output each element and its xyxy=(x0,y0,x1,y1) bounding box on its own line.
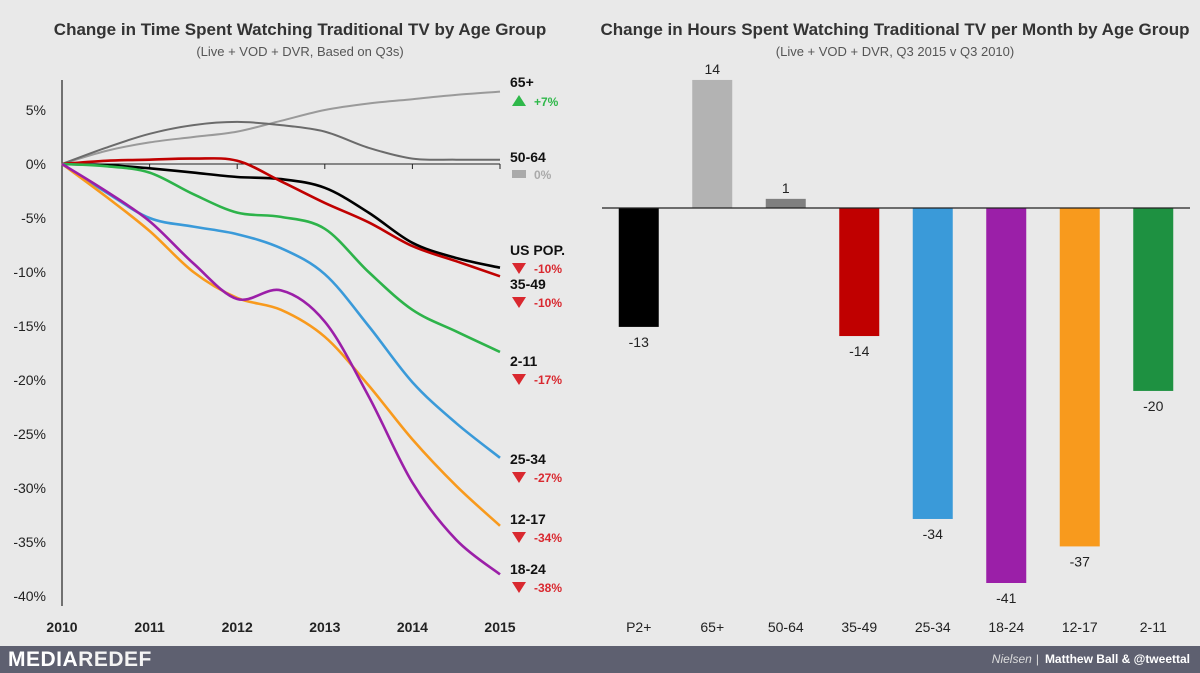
bar-35-49 xyxy=(839,208,880,337)
footer-attribution: Nielsen | Matthew Ball & @tweettal xyxy=(992,652,1190,666)
series-line-18-24 xyxy=(61,162,501,576)
line-chart-title: Change in Time Spent Watching Traditiona… xyxy=(53,20,547,39)
series-change-35-49: -10% xyxy=(534,296,562,310)
y-tick-label: -5% xyxy=(21,210,46,226)
bar-category-label-50-64: 50-64 xyxy=(768,619,804,635)
y-tick-label: 0% xyxy=(26,156,46,172)
series-change-12-17: -34% xyxy=(534,531,562,545)
bar-data-label-p2-: -13 xyxy=(629,334,649,350)
y-tick-label: -15% xyxy=(13,318,46,334)
series-line-us-pop- xyxy=(61,162,501,269)
series-change-65-: +7% xyxy=(534,95,559,109)
flat-square-icon xyxy=(512,170,526,178)
bar-p2- xyxy=(618,208,659,327)
series-label-12-17: 12-17 xyxy=(510,511,546,527)
down-arrow-icon xyxy=(512,582,526,593)
series-line-50-64 xyxy=(61,120,501,165)
series-line-65- xyxy=(61,90,501,165)
series-label-2-11: 2-11 xyxy=(510,353,537,369)
y-tick-label: -35% xyxy=(13,534,46,550)
x-tick-label: 2015 xyxy=(484,619,515,635)
brand-part-redef: REDEF xyxy=(78,648,152,671)
bar-data-label-50-64: 1 xyxy=(782,180,790,196)
x-tick-label: 2011 xyxy=(134,619,165,635)
series-label-35-49: 35-49 xyxy=(510,276,546,292)
bar-12-17 xyxy=(1059,208,1100,547)
bar-data-label-25-34: -34 xyxy=(923,526,943,542)
footer-bar: MEDIAREDEF Nielsen | Matthew Ball & @tweet… xyxy=(0,646,1200,673)
series-change-18-24: -38% xyxy=(534,581,562,595)
y-tick-label: -40% xyxy=(13,588,46,604)
bar-data-label-12-17: -37 xyxy=(1070,553,1090,569)
brand-logo: MEDIAREDEF xyxy=(8,648,152,672)
series-label-25-34: 25-34 xyxy=(510,451,546,467)
x-tick-label: 2010 xyxy=(46,619,77,635)
y-tick-label: -20% xyxy=(13,372,46,388)
series-line-12-17 xyxy=(61,162,501,527)
bar-category-label-p2-: P2+ xyxy=(626,619,651,635)
series-change-50-64: 0% xyxy=(534,168,552,182)
series-label-18-24: 18-24 xyxy=(510,561,546,577)
bar-category-label-35-49: 35-49 xyxy=(841,619,877,635)
bar-25-34 xyxy=(912,208,953,519)
series-line-35-49 xyxy=(61,157,501,278)
y-tick-label: -30% xyxy=(13,480,46,496)
bar-chart-title: Change in Hours Spent Watching Tradition… xyxy=(600,20,1190,39)
y-tick-label: -25% xyxy=(13,426,46,442)
down-arrow-icon xyxy=(512,297,526,308)
down-arrow-icon xyxy=(512,374,526,385)
bar-category-label-2-11: 2-11 xyxy=(1140,619,1167,635)
bar-65- xyxy=(692,79,733,208)
footer-separator: | xyxy=(1035,652,1039,666)
bar-category-label-65-: 65+ xyxy=(700,619,724,635)
bar-category-label-18-24: 18-24 xyxy=(988,619,1024,635)
x-tick-label: 2014 xyxy=(397,619,428,635)
line-chart: 5% 0% -5% -10% -15% -20% -25% -30% -35% -40%2010 2… xyxy=(13,74,565,635)
bar-data-label-18-24: -41 xyxy=(996,590,1016,606)
y-tick-label: 5% xyxy=(26,102,46,118)
bar-50-64 xyxy=(765,198,806,208)
footer-source: Nielsen xyxy=(991,652,1032,666)
bar-category-label-25-34: 25-34 xyxy=(915,619,951,635)
line-chart-subtitle: (Live + VOD + DVR, Based on Q3s) xyxy=(196,44,404,59)
x-tick-label: 2012 xyxy=(222,619,253,635)
series-label-us-pop-: US POP. xyxy=(510,242,565,258)
bar-data-label-65-: 14 xyxy=(704,61,720,77)
brand-part-media: MEDIA xyxy=(8,648,79,671)
bar-data-label-35-49: -14 xyxy=(849,343,869,359)
bar-chart: -13 P2+ 14 65+ 1 50-64 -14 35-49 -34 25-34 -41 18-2… xyxy=(602,61,1190,635)
down-arrow-icon xyxy=(512,263,526,274)
series-change-2-11: -17% xyxy=(534,373,562,387)
bar-category-label-12-17: 12-17 xyxy=(1062,619,1098,635)
footer-credit: Matthew Ball & @tweettal xyxy=(1044,652,1190,666)
bar-chart-subtitle: (Live + VOD + DVR, Q3 2015 v Q3 2010) xyxy=(775,44,1015,59)
down-arrow-icon xyxy=(512,472,526,483)
series-change-25-34: -27% xyxy=(534,471,562,485)
x-tick-label: 2013 xyxy=(309,619,340,635)
series-line-2-11 xyxy=(61,162,501,354)
series-change-us-pop-: -10% xyxy=(534,262,562,276)
up-arrow-icon xyxy=(512,95,526,106)
down-arrow-icon xyxy=(512,532,526,543)
bar-data-label-2-11: -20 xyxy=(1143,398,1163,414)
bar-2-11 xyxy=(1133,208,1174,391)
series-label-50-64: 50-64 xyxy=(510,149,546,165)
bar-18-24 xyxy=(986,208,1027,583)
y-tick-label: -10% xyxy=(13,264,46,280)
series-label-65-: 65+ xyxy=(510,74,534,90)
